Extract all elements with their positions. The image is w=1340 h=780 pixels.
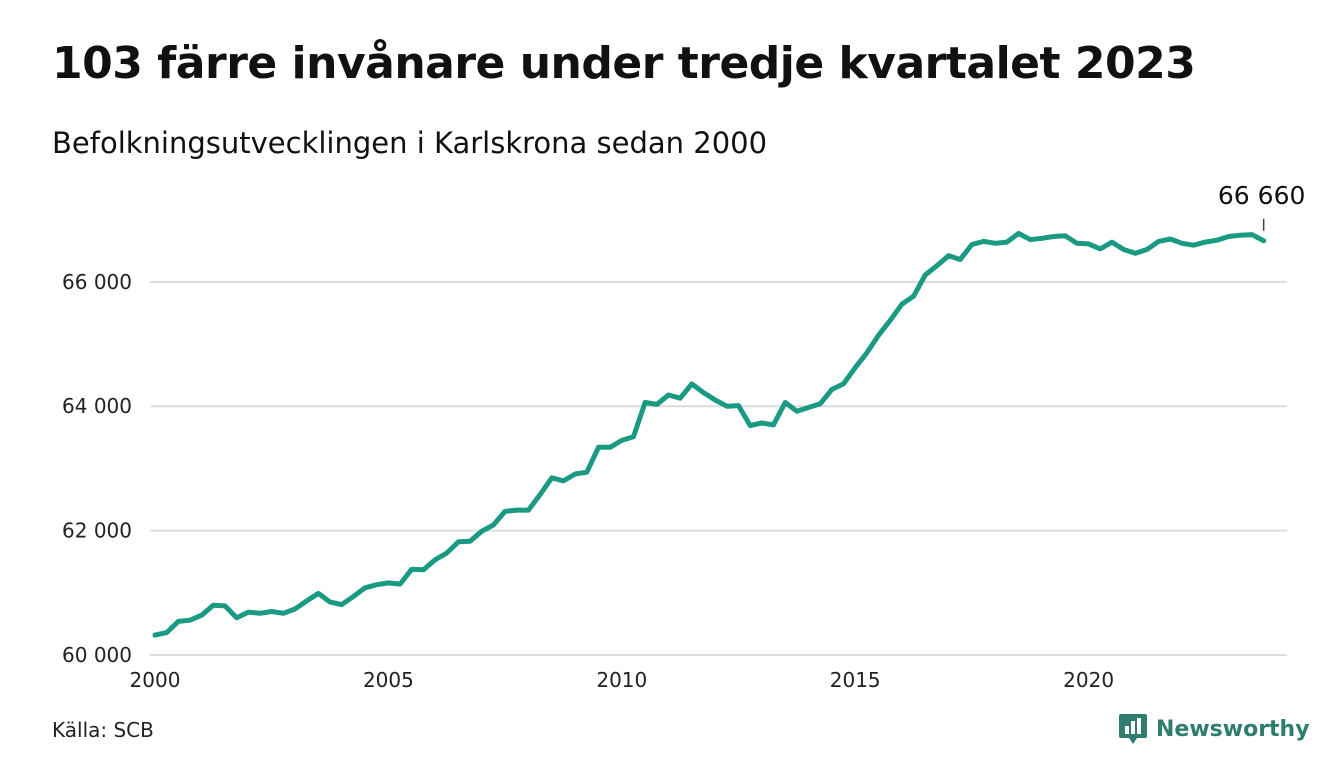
newsworthy-logo: Newsworthy — [1118, 713, 1310, 745]
gridlines — [150, 280, 1287, 656]
line-chart: 60 000 62 000 64 000 66 000 2000 2005 2010 201… — [62, 181, 1305, 692]
y-tick-label: 62 000 — [62, 519, 132, 543]
chart-title: 103 färre invånare under tredje kvartale… — [52, 38, 1196, 89]
y-tick-label: 60 000 — [62, 643, 132, 667]
chart-subtitle: Befolkningsutvecklingen i Karlskrona sed… — [52, 126, 768, 160]
series-layer — [152, 230, 1267, 638]
x-axis-tick-labels: 2000 2005 2010 2015 2020 — [130, 668, 1115, 692]
x-tick-label: 2005 — [363, 668, 414, 692]
logo-text: Newsworthy — [1156, 716, 1310, 742]
y-axis-tick-labels: 60 000 62 000 64 000 66 000 — [62, 270, 132, 667]
x-tick-label: 2000 — [130, 668, 181, 692]
last-value-label: 66 660 — [1218, 181, 1305, 210]
chart-bubble-icon — [1119, 714, 1147, 744]
series-line — [152, 230, 1267, 638]
x-tick-label: 2020 — [1063, 668, 1114, 692]
source-note: Källa: SCB — [52, 718, 154, 742]
x-tick-label: 2015 — [830, 668, 881, 692]
y-tick-label: 66 000 — [62, 270, 132, 294]
y-tick-label: 64 000 — [62, 394, 132, 418]
x-tick-label: 2010 — [596, 668, 647, 692]
annotation-layer: 66 660 — [1218, 181, 1305, 231]
